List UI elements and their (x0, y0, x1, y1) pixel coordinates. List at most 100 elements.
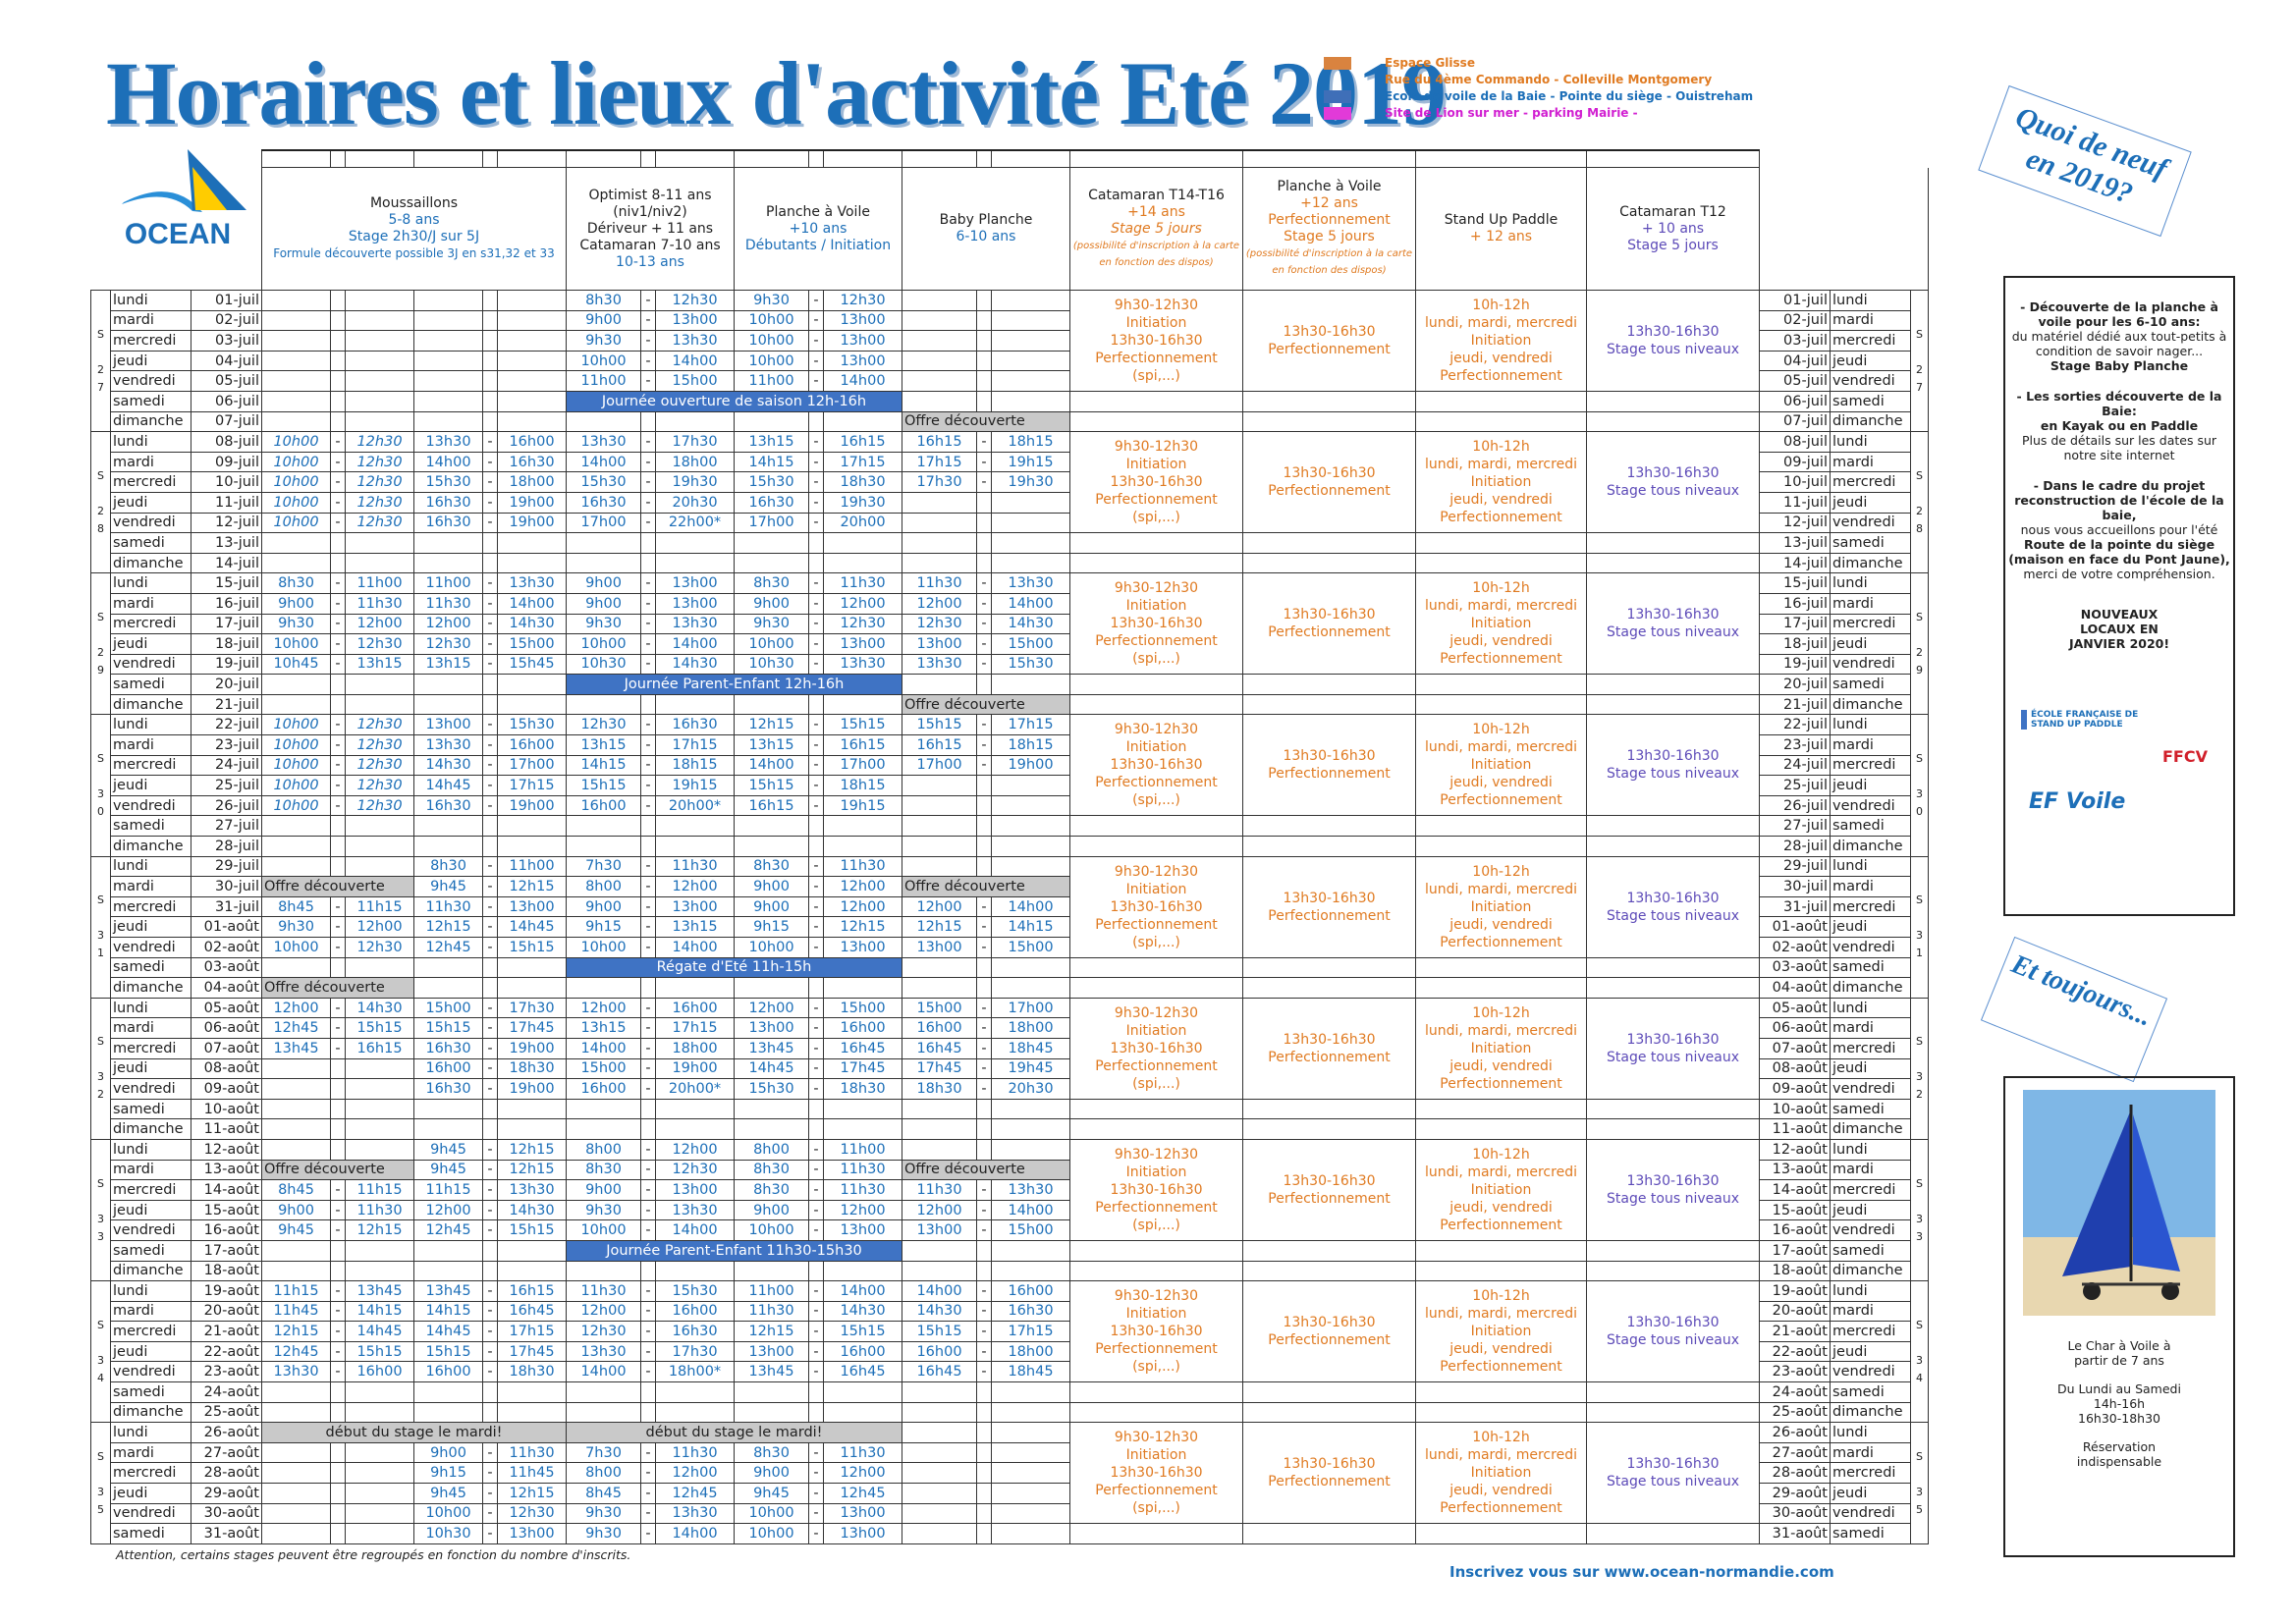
optimist-start: 15h15 (566, 775, 641, 796)
day-name: jeudi (1830, 1057, 1911, 1080)
baby-start: 11h30 (902, 572, 977, 594)
day-name: lundi (1830, 290, 1911, 311)
baby-start: 15h15 (902, 714, 977, 736)
day-name: jeudi (110, 350, 191, 372)
planche-start: 13h45 (734, 1361, 809, 1383)
day-row: samedi 17-août Journée Parent-Enfant 11h30… (91, 1239, 1929, 1262)
planche-end: 11h30 (823, 1441, 902, 1464)
offre-decouverte: Offre découverte (261, 977, 414, 999)
optimist-end: 12h00 (655, 1462, 735, 1485)
optimist-start (566, 693, 641, 716)
moussaillons-end (497, 370, 567, 392)
date: 04-juil (1759, 350, 1831, 372)
day-row: S 3 5 lundi 26-août début du stage le mardi! d… (90, 1422, 1929, 1544)
header-catamaran-t12: Catamaran T12 + 10 ans Stage 5 jours (1586, 167, 1760, 291)
optimist-start: 9h30 (566, 1502, 641, 1525)
day-row: samedi 31-août 10h30-13h00 9h30-14h00 10h00-… (91, 1523, 1929, 1544)
date: 31-juil (191, 895, 262, 918)
day-name: mardi (110, 1159, 191, 1181)
day-row: S 3 3 lundi 12-août 9h45-12h15 8h00-12h00 8h00-… (90, 1138, 1929, 1282)
optimist-start: 13h15 (566, 734, 641, 756)
date: 20-août (191, 1300, 262, 1323)
legend-swatch (1324, 107, 1351, 120)
baby-end (991, 350, 1070, 372)
day-name: samedi (1830, 1098, 1911, 1120)
catamaran-t14-schedule: 9h30-12h30 Initiation 13h30-16h30 Perfectio… (1069, 1422, 1243, 1525)
moussaillons-end: 12h15 (497, 1483, 567, 1504)
optimist-end: 13h30 (655, 613, 735, 635)
moussaillons-end: 17h00 (497, 754, 567, 777)
date: 15-juil (191, 572, 262, 594)
baby-end: 16h00 (991, 1280, 1070, 1302)
moussaillons-end: 12h15 (497, 1159, 567, 1181)
optimist-start: 10h00 (566, 1219, 641, 1241)
date: 10-août (191, 1098, 262, 1120)
baby-start (902, 1523, 977, 1544)
legend-label: Rue du 4ème Commando - Colleville Montgo… (1385, 73, 1713, 86)
optimist-end (655, 552, 735, 574)
optimist-start: 10h00 (566, 633, 641, 655)
sup-schedule: 10h-12h lundi, mardi, mercredi Initiation j… (1415, 714, 1587, 817)
day-row: vendredi 02-août 10h00-12h30 12h45-15h15 10h… (91, 937, 1929, 958)
moussaillons-start (261, 1057, 331, 1080)
offre-decouverte: Offre découverte (902, 410, 1070, 433)
planche-end: 12h00 (823, 592, 902, 615)
optimist-end: 12h45 (655, 1483, 735, 1504)
catamaran-t14-schedule: 9h30-12h30 Initiation 13h30-16h30 Perfectio… (1069, 997, 1243, 1100)
planche-end: 11h30 (823, 1159, 902, 1181)
planche-end: 17h00 (823, 754, 902, 777)
day-name: mardi (1830, 876, 1911, 897)
news-baby-stage: Stage Baby Planche (2050, 358, 2189, 373)
planche-start: 10h00 (734, 1502, 809, 1525)
date: 02-juil (191, 309, 262, 332)
day-name: lundi (110, 290, 191, 311)
moussaillons-end (345, 532, 414, 554)
planche-end: 19h15 (823, 794, 902, 817)
day-name: lundi (110, 855, 191, 878)
optimist-start (566, 532, 641, 554)
day-name: samedi (110, 956, 191, 979)
optimist-start: 12h00 (566, 997, 641, 1019)
baby-start: 14h00 (902, 1280, 977, 1302)
date: 19-août (191, 1280, 262, 1302)
baby-end (991, 855, 1070, 878)
date: 26-juil (191, 794, 262, 817)
planche-start: 12h15 (734, 714, 809, 736)
day-row: samedi 10-août 10-août samedi (91, 1098, 1929, 1120)
optimist-start: 10h30 (566, 653, 641, 676)
date: 31-août (191, 1523, 262, 1544)
moussaillons-end: 14h15 (345, 1300, 414, 1323)
baby-end (991, 330, 1070, 352)
date: 17-juil (191, 613, 262, 635)
moussaillons-end (497, 1381, 567, 1403)
sup-schedule: 10h-12h lundi, mardi, mercredi Initiation j… (1415, 572, 1587, 676)
moussaillons-start: 12h45 (413, 1219, 483, 1241)
date: 06-juil (191, 390, 262, 412)
date: 23-juil (191, 734, 262, 756)
moussaillons-end: 18h00 (497, 471, 567, 493)
date: 24-juil (191, 754, 262, 777)
date: 11-juil (1759, 491, 1831, 514)
date: 28-juil (191, 836, 262, 857)
day-name: mercredi (110, 330, 191, 352)
baby-start (902, 1462, 977, 1485)
day-name: mercredi (110, 1037, 191, 1059)
planche-perf-schedule: 13h30-16h30 Perfectionnement (1242, 1280, 1416, 1383)
optimist-start: 8h30 (566, 290, 641, 311)
planche-end: 18h30 (823, 471, 902, 493)
signup-link[interactable]: Inscrivez vous sur www.ocean-normandie.c… (1449, 1563, 1834, 1581)
date: 24-juil (1759, 754, 1831, 777)
moussaillons-start (413, 390, 483, 412)
date: 12-août (191, 1138, 262, 1161)
baby-end: 15h00 (991, 937, 1070, 958)
optimist-start (566, 977, 641, 999)
optimist-start: 12h00 (566, 1300, 641, 1323)
moussaillons-start: 14h00 (413, 451, 483, 473)
catamaran-t14-schedule: 9h30-12h30 Initiation 13h30-16h30 Perfectio… (1069, 431, 1243, 534)
moussaillons-end: 19h00 (497, 1037, 567, 1059)
news-baby-desc: du matériel dédié aux tout-petits à cond… (2011, 329, 2227, 358)
date: 08-août (191, 1057, 262, 1080)
optimist-end (655, 1260, 735, 1282)
